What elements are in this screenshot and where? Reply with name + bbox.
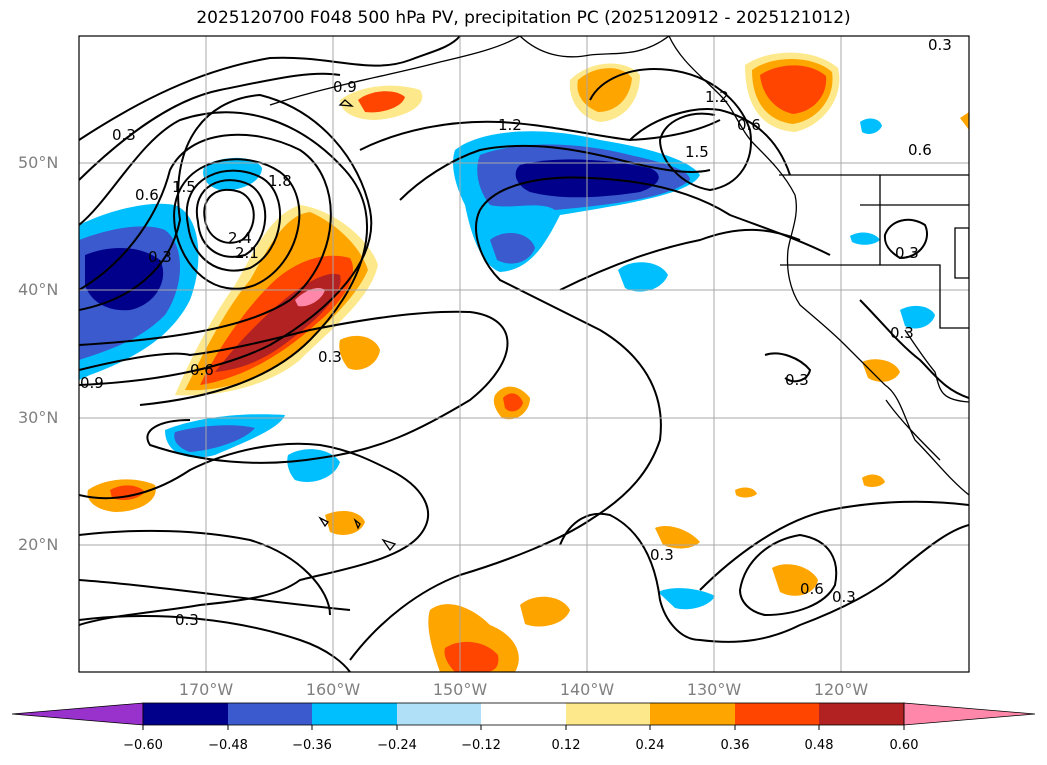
colorbar-tick-label: −0.24 [377,738,417,753]
contour-label: 1.8 [268,172,292,190]
contour-label: 0.6 [135,186,159,204]
colorbar-tick-label: −0.60 [123,738,163,753]
lon-label-160w: 160°W [305,680,361,699]
contour-label: 2.4 [228,229,252,247]
contour-label: 0.3 [175,611,199,629]
contour-label: 0.6 [800,580,824,598]
lat-label-40n: 40°N [18,280,59,299]
contour-label: 2.1 [235,244,259,262]
contour-label: 0.9 [333,78,357,96]
colorbar [11,702,1036,730]
map-title: 2025120700 F048 500 hPa PV, precipitatio… [196,8,851,28]
lon-label-120w: 120°W [813,680,869,699]
lon-label-140w: 140°W [559,680,615,699]
lat-label-50n: 50°N [18,153,59,172]
colorbar-tick-label: 0.24 [635,738,665,753]
contour-label: 0.3 [928,36,952,54]
contour-label: 1.5 [172,178,196,196]
lat-label-30n: 30°N [18,408,59,427]
lon-label-170w: 170°W [178,680,234,699]
colorbar-tick-label: −0.36 [292,738,332,753]
colorbar-tick-label: 0.60 [889,738,919,753]
contour-label: 0.3 [785,371,809,389]
lon-label-130w: 130°W [686,680,742,699]
contour-label: 0.3 [112,126,136,144]
contour-label: 0.3 [895,244,919,262]
contour-label: 0.3 [148,248,172,266]
precipitation-fill [79,52,969,672]
map-frame [78,35,970,673]
contour-label: 0.6 [908,141,932,159]
contour-label: 0.6 [190,361,214,379]
contour-label: 1.5 [685,143,709,161]
pv-contours [79,36,969,672]
contour-label: 0.3 [318,348,342,366]
colorbar-tick-label: −0.12 [461,738,501,753]
contour-labels: 0.3 0.6 0.9 1.2 1.5 1.8 2.1 2.4 0.3 0.6 … [80,36,952,629]
colorbar-tick-label: 0.36 [720,738,750,753]
contour-label: 0.9 [80,374,104,392]
contour-label: 1.2 [498,116,522,134]
coastline [269,36,969,552]
lon-label-150w: 150°W [432,680,488,699]
contour-label: 0.3 [650,546,674,564]
contour-label: 1.2 [705,88,729,106]
contour-label: 0.3 [890,324,914,342]
colorbar-tick-label: 0.12 [551,738,581,753]
contour-label: 0.6 [737,116,761,134]
lat-label-20n: 20°N [18,535,59,554]
graticule [79,36,969,672]
contour-label: 0.3 [832,588,856,606]
colorbar-tick-label: 0.48 [804,738,834,753]
colorbar-tick-label: −0.48 [208,738,248,753]
